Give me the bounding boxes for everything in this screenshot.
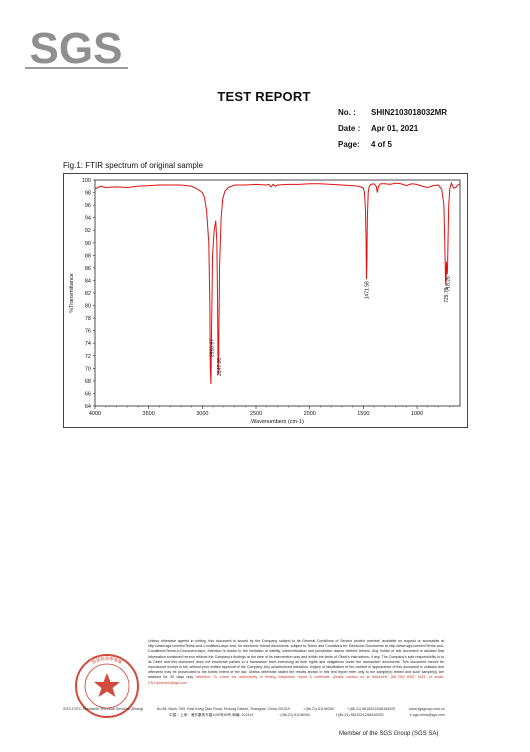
y-tick-label: 70: [85, 366, 91, 372]
sgs-logo-text: SGS: [30, 25, 123, 68]
x-tick-label: 1500: [357, 411, 369, 417]
website: www.sgsgroup.com.cn: [409, 707, 445, 711]
y-tick-label: 84: [85, 278, 91, 284]
peak-label: 1471.58: [364, 281, 370, 299]
report-date-value: Apr 01, 2021: [371, 124, 419, 133]
y-tick-label: 96: [85, 203, 91, 209]
x-axis-label: Wavenumbers (cm-1): [251, 419, 304, 425]
peak-label: 729.71: [444, 287, 450, 303]
ftir-chart: 64 66 68 70 72 74 76 78 80 82 84 86 88 90 92 94 96 98 100 4…: [69, 178, 461, 425]
telephone-1: t (86-21) 61196300: [303, 707, 334, 711]
attention-text: Attention: To check the authenticity of …: [148, 675, 445, 685]
x-tick-label: 1000: [411, 411, 423, 417]
report-date-label: Date :: [338, 124, 361, 133]
x-tick-label: 3000: [196, 411, 208, 417]
seal-star-icon: [94, 673, 120, 697]
peak-label: 2847.00: [217, 358, 223, 376]
y-tick-label: 68: [85, 379, 91, 385]
y-tick-label: 80: [85, 304, 91, 310]
y-tick-label: 90: [85, 241, 91, 247]
telephone-2: t (86-21) 61196300: [279, 713, 310, 717]
fax-1: f (86-21) 68183212/68183920: [347, 707, 396, 711]
disclaimer-text: Unless otherwise agreed in writing, this…: [148, 639, 444, 680]
footer-address: SGS-CSTC Standards Technical Services (S…: [63, 707, 445, 719]
peak-label: 2916.87: [209, 339, 215, 357]
company-seal: 检验检测专用章: [75, 654, 139, 718]
report-title: TEST REPORT: [217, 89, 311, 104]
x-tick-label: 2000: [304, 411, 316, 417]
y-tick-label: 72: [85, 354, 91, 360]
plot-area: [94, 179, 461, 407]
member-of-group: Member of the SGS Group (SGS SA): [339, 731, 439, 737]
y-tick-label: 66: [85, 391, 91, 397]
ftir-chart-frame: 64 66 68 70 72 74 76 78 80 82 84 86 88 90 92 94 96 98 100 4…: [63, 173, 468, 428]
address-line-cn: 中国・上海・浦东康桥东路1159号89号 邮编: 201319 t (86-21…: [63, 713, 445, 719]
y-tick-label: 64: [85, 404, 91, 410]
spectrum-line: [94, 181, 461, 385]
report-meta: No. : SHIN2103018032MR Date : Apr 01, 2021…: [338, 105, 447, 153]
footer-disclaimer: Unless otherwise agreed in writing, this…: [148, 639, 444, 686]
fax-2: f (86-21) 68183212/68183920: [336, 713, 384, 717]
y-tick-label: 78: [85, 316, 91, 322]
report-no-label: No. :: [338, 108, 356, 117]
logo-underline: [25, 67, 128, 69]
y-tick-label: 100: [82, 178, 91, 184]
peak-label: 718.26: [445, 276, 451, 292]
address-cn: 中国・上海・浦东康桥东路1159号89号 邮编: 201319: [169, 713, 254, 717]
y-axis-label: %Transmittance: [69, 273, 75, 313]
y-tick-label: 82: [85, 291, 91, 297]
svg-text:检验检测专用章: 检验检测专用章: [91, 655, 124, 666]
email: e sgs.china@sgs.com: [409, 713, 445, 717]
x-tick-label: 2500: [250, 411, 262, 417]
sgs-logo: SGS: [30, 25, 123, 68]
y-tick-label: 76: [85, 329, 91, 335]
y-tick-label: 74: [85, 341, 91, 347]
x-tick-label: 3500: [143, 411, 155, 417]
y-tick-label: 86: [85, 266, 91, 272]
figure-caption: Fig.1: FTIR spectrum of original sample: [63, 161, 204, 170]
report-page-label: Page:: [338, 140, 360, 149]
report-page-value: 4 of 5: [371, 140, 392, 149]
report-no-value: SHIN2103018032MR: [371, 108, 448, 117]
seal-caption: SGS-CSTC Standards Technical Services (S…: [63, 707, 143, 711]
address-en: No.88, Block 7/89, East Kang Qiao Road, …: [156, 707, 290, 711]
address-line-en: SGS-CSTC Standards Technical Services (S…: [63, 707, 445, 713]
y-tick-label: 98: [85, 191, 91, 197]
y-tick-label: 88: [85, 253, 91, 259]
y-tick-label: 92: [85, 228, 91, 234]
x-tick-label: 4000: [89, 411, 101, 417]
y-tick-label: 94: [85, 216, 91, 222]
